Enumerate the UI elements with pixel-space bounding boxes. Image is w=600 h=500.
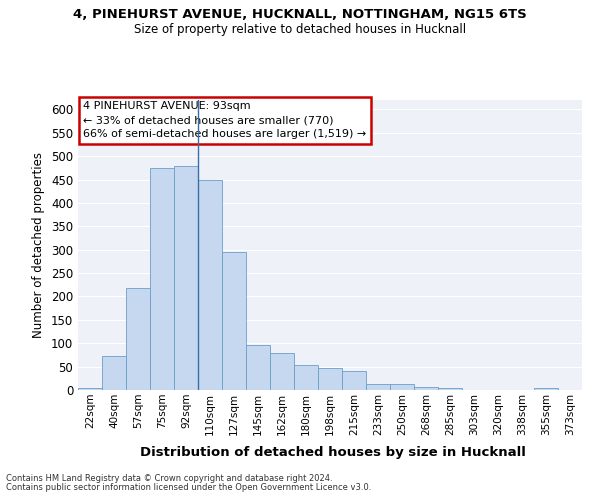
Bar [342,372,366,390]
Bar [534,388,558,390]
Text: 4, PINEHURST AVENUE, HUCKNALL, NOTTINGHAM, NG15 6TS: 4, PINEHURST AVENUE, HUCKNALL, NOTTINGHA… [73,8,527,20]
Text: Size of property relative to detached houses in Hucknall: Size of property relative to detached ho… [134,22,466,36]
Bar [414,387,438,390]
Bar [78,388,102,390]
Bar [438,388,462,390]
Bar [270,352,294,390]
Bar [174,166,198,390]
Bar [150,168,174,390]
Text: Contains HM Land Registry data © Crown copyright and database right 2024.: Contains HM Land Registry data © Crown c… [6,474,332,483]
Bar [318,368,342,390]
Text: Contains public sector information licensed under the Open Government Licence v3: Contains public sector information licen… [6,483,371,492]
Bar [198,180,222,390]
Bar [126,288,150,390]
Bar [246,345,270,390]
Bar [366,384,390,390]
Bar [222,252,246,390]
Text: 4 PINEHURST AVENUE: 93sqm
← 33% of detached houses are smaller (770)
66% of semi: 4 PINEHURST AVENUE: 93sqm ← 33% of detac… [83,102,366,140]
Bar [102,356,126,390]
Y-axis label: Number of detached properties: Number of detached properties [32,152,46,338]
Bar [294,364,318,390]
Text: Distribution of detached houses by size in Hucknall: Distribution of detached houses by size … [140,446,526,459]
Bar [390,384,414,390]
